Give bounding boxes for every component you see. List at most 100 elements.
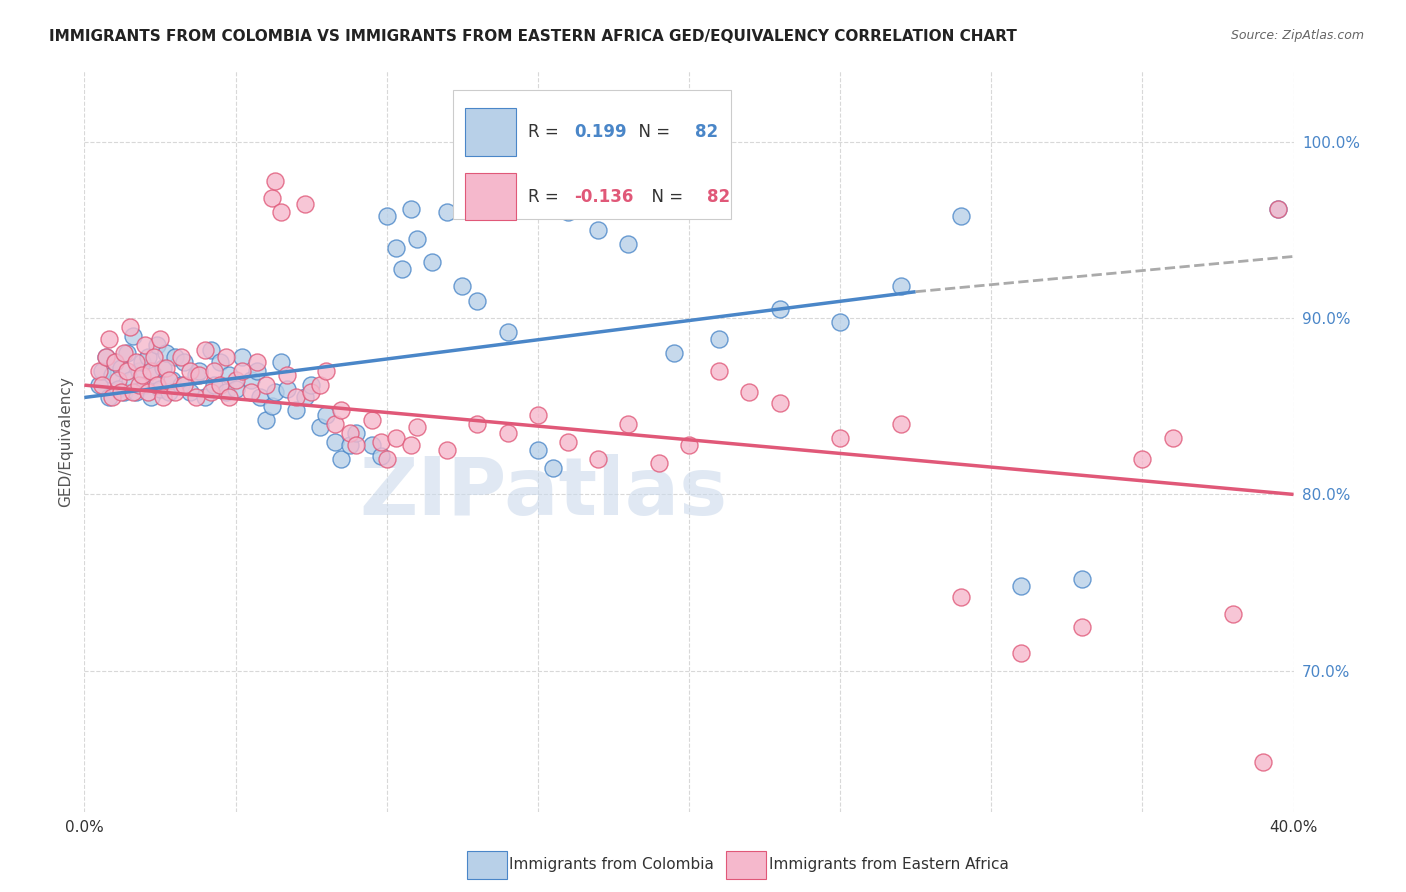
Point <box>209 378 232 392</box>
Point <box>231 350 253 364</box>
Point <box>155 360 177 375</box>
FancyBboxPatch shape <box>467 851 506 879</box>
Point <box>131 355 153 369</box>
Point <box>254 413 277 427</box>
Point <box>89 378 111 392</box>
Point <box>830 431 852 445</box>
Point <box>617 417 640 431</box>
Point <box>384 431 406 445</box>
Point <box>270 205 292 219</box>
Point <box>202 378 225 392</box>
Point <box>107 373 129 387</box>
Point <box>142 368 165 382</box>
Point <box>152 391 174 405</box>
Point <box>128 364 150 378</box>
Point <box>617 237 640 252</box>
Point <box>339 438 361 452</box>
Point <box>263 174 285 188</box>
Point <box>1071 620 1094 634</box>
Point <box>309 378 332 392</box>
Point <box>91 364 114 378</box>
Text: ZIPatlas: ZIPatlas <box>360 454 728 533</box>
Point <box>146 378 169 392</box>
Point <box>557 205 579 219</box>
Point <box>115 364 138 378</box>
Point <box>94 350 117 364</box>
Point <box>107 382 129 396</box>
Text: -0.136: -0.136 <box>574 187 634 206</box>
FancyBboxPatch shape <box>465 108 516 156</box>
Point <box>149 332 172 346</box>
Point <box>136 385 159 400</box>
Point <box>270 355 292 369</box>
Point <box>110 360 132 375</box>
Point <box>1071 572 1094 586</box>
Point <box>360 438 382 452</box>
Point <box>1130 452 1153 467</box>
Point <box>225 373 247 387</box>
Point <box>97 332 120 346</box>
Point <box>1267 202 1289 216</box>
Point <box>709 364 731 378</box>
Point <box>260 399 283 413</box>
Point <box>890 417 912 431</box>
Point <box>209 355 232 369</box>
Text: IMMIGRANTS FROM COLOMBIA VS IMMIGRANTS FROM EASTERN AFRICA GED/EQUIVALENCY CORRE: IMMIGRANTS FROM COLOMBIA VS IMMIGRANTS F… <box>49 29 1017 44</box>
Point <box>1253 756 1275 770</box>
Point <box>738 385 761 400</box>
Point <box>339 425 361 440</box>
Point <box>309 420 332 434</box>
Point <box>1011 579 1033 593</box>
Point <box>399 438 422 452</box>
Point <box>246 355 269 369</box>
Text: 82: 82 <box>707 187 730 206</box>
Point <box>134 337 156 351</box>
Point <box>1161 431 1184 445</box>
Point <box>391 261 413 276</box>
Point <box>294 196 316 211</box>
Point <box>215 350 238 364</box>
Point <box>420 254 443 268</box>
Point <box>170 350 193 364</box>
Point <box>142 350 165 364</box>
Point <box>118 373 141 387</box>
Point <box>118 320 141 334</box>
Point <box>121 328 143 343</box>
Point <box>299 378 322 392</box>
Point <box>231 364 253 378</box>
Point <box>557 434 579 449</box>
Point <box>346 425 368 440</box>
Point <box>436 443 458 458</box>
Point <box>830 315 852 329</box>
Point <box>170 378 193 392</box>
Point <box>215 385 238 400</box>
Point <box>406 420 429 434</box>
Text: 0.199: 0.199 <box>574 123 627 141</box>
Point <box>330 452 353 467</box>
Point <box>276 368 298 382</box>
Point <box>496 325 519 339</box>
Point <box>384 241 406 255</box>
Point <box>285 391 308 405</box>
FancyBboxPatch shape <box>453 90 731 219</box>
Point <box>188 368 211 382</box>
Point <box>194 391 217 405</box>
Point <box>131 368 153 382</box>
Point <box>527 408 550 422</box>
Point <box>662 346 685 360</box>
Point <box>299 385 322 400</box>
Point <box>769 396 792 410</box>
Point <box>173 378 195 392</box>
Point <box>276 382 298 396</box>
Point <box>239 373 262 387</box>
Point <box>139 364 162 378</box>
Y-axis label: GED/Equivalency: GED/Equivalency <box>58 376 73 507</box>
Point <box>125 355 148 369</box>
Text: Immigrants from Colombia: Immigrants from Colombia <box>509 857 714 871</box>
Text: R =: R = <box>529 123 564 141</box>
Point <box>128 378 150 392</box>
Point <box>323 434 346 449</box>
Point <box>179 364 201 378</box>
Point <box>104 355 127 369</box>
Point <box>254 378 277 392</box>
